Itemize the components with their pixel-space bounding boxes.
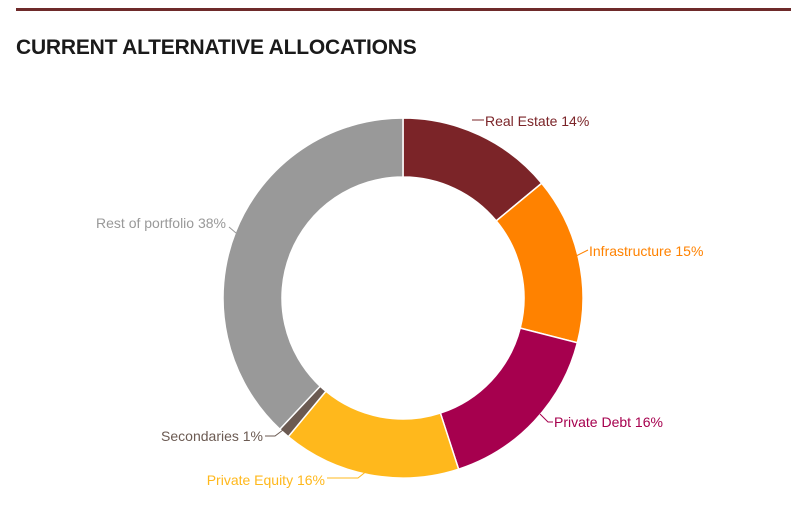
- label-real-estate: Real Estate 14%: [485, 113, 589, 129]
- top-divider: [16, 8, 791, 11]
- leader-line-private-equity: [327, 469, 369, 479]
- leader-line-infrastructure: [575, 249, 589, 257]
- label-secondaries: Secondaries 1%: [161, 428, 263, 444]
- label-infrastructure: Infrastructure 15%: [589, 243, 703, 259]
- chart-title: CURRENT ALTERNATIVE ALLOCATIONS: [16, 36, 417, 59]
- slice-private-debt: [439, 327, 579, 471]
- leader-line-secondaries: [265, 429, 284, 437]
- label-private-equity: Private Equity 16%: [207, 472, 325, 488]
- label-leader-lines: [228, 119, 589, 479]
- label-rest-of-portfolio: Rest of portfolio 38%: [96, 215, 226, 231]
- slice-rest-of-portfolio: [222, 117, 404, 431]
- donut-slices: [222, 117, 584, 479]
- leader-line-rest-of-portfolio: [228, 226, 237, 234]
- slice-labels: Real Estate 14% Infrastructure 15% Private…: [96, 113, 703, 488]
- leader-line-private-debt: [539, 413, 553, 423]
- label-private-debt: Private Debt 16%: [554, 414, 663, 430]
